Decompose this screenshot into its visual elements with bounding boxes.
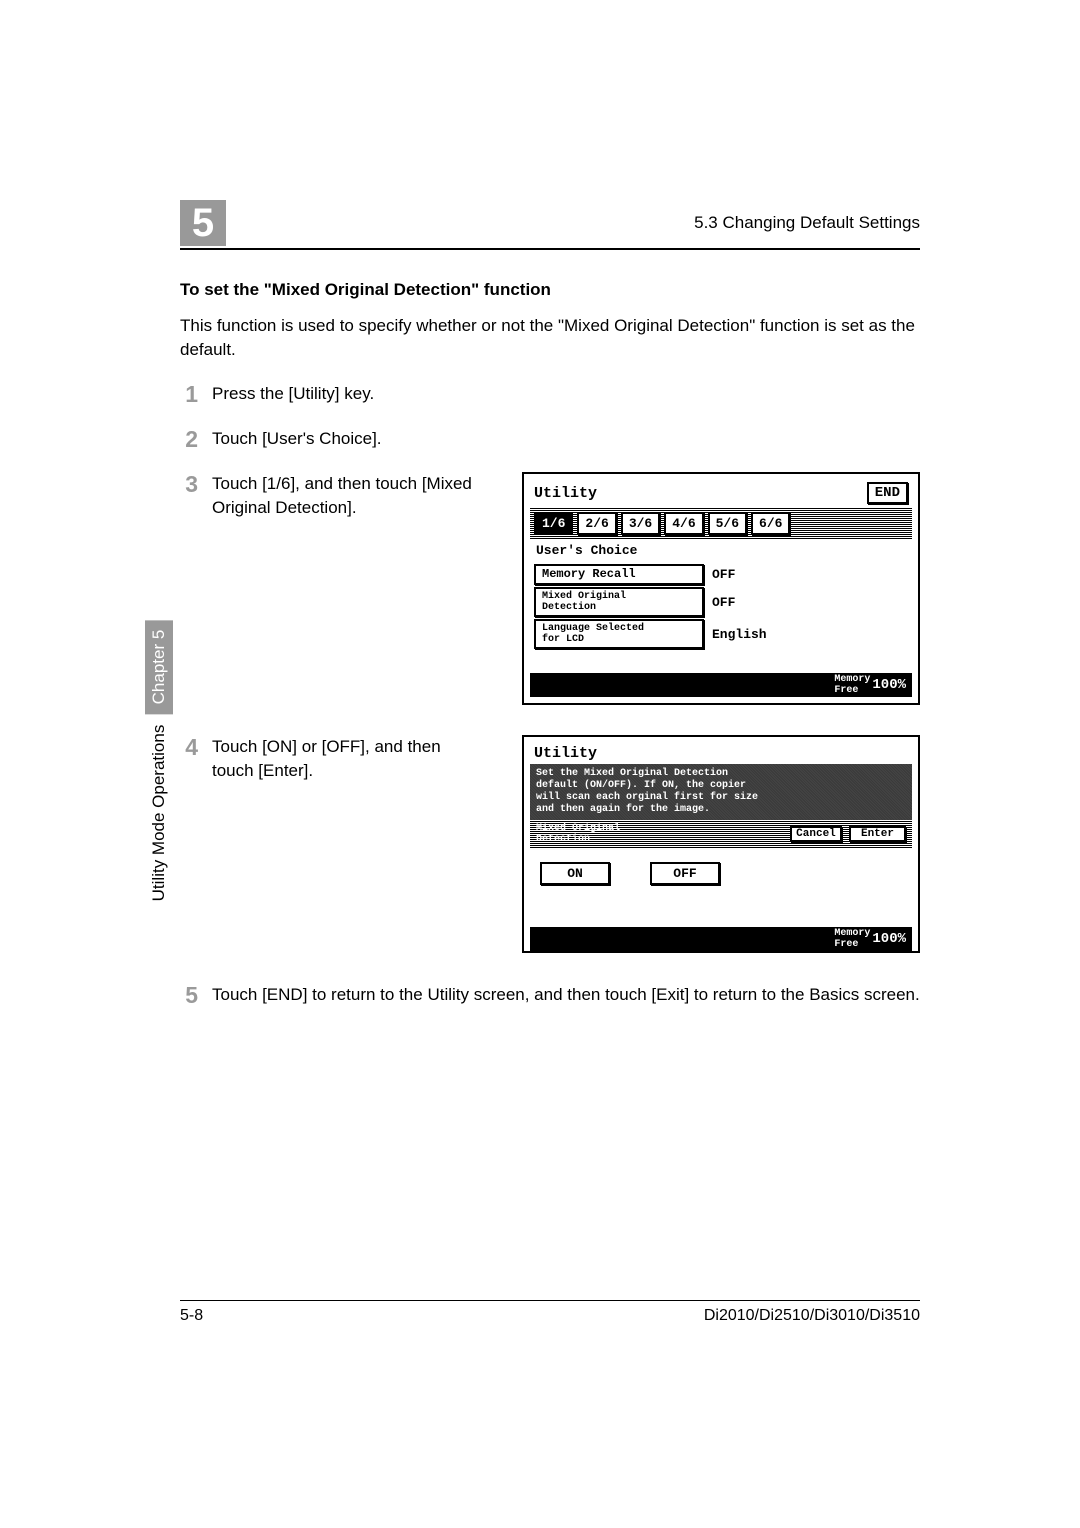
- lcd-action-bar: Mixed Original Detection Cancel Enter: [530, 820, 912, 848]
- step-2: 2 Touch [User's Choice].: [180, 427, 920, 452]
- tab-4-6[interactable]: 4/6: [664, 512, 703, 535]
- language-selected-value: English: [712, 627, 767, 642]
- page-header: 5 5.3 Changing Default Settings: [180, 200, 920, 250]
- end-button[interactable]: END: [867, 482, 908, 504]
- tab-5-6[interactable]: 5/6: [708, 512, 747, 535]
- memory-free-bar: Memory Free 100%: [530, 927, 912, 951]
- mixed-original-detection-value: OFF: [712, 595, 735, 610]
- sidebar-chapter-badge: Chapter 5: [145, 620, 173, 715]
- memory-recall-value: OFF: [712, 567, 735, 582]
- setting-row-mixed-original: Mixed Original Detection OFF: [534, 587, 908, 617]
- setting-row-language: Language Selected for LCD English: [534, 619, 908, 649]
- intro-text: This function is used to specify whether…: [180, 314, 920, 362]
- lcd-title: Utility: [534, 485, 597, 502]
- step-text: Touch [1/6], and then touch [Mixed Origi…: [212, 472, 472, 520]
- sidebar-section-name: Utility Mode Operations: [149, 725, 169, 902]
- lcd-subhead: User's Choice: [534, 539, 908, 562]
- chapter-number-badge: 5: [180, 200, 226, 246]
- footer-page-number: 5-8: [180, 1307, 203, 1325]
- lcd-screenshot-mixed-original-detection: Utility Set the Mixed Original Detection…: [522, 735, 920, 953]
- lcd-title: Utility: [534, 745, 597, 762]
- tab-1-6[interactable]: 1/6: [534, 512, 573, 535]
- step-1: 1 Press the [Utility] key.: [180, 382, 920, 407]
- enter-button[interactable]: Enter: [849, 826, 906, 842]
- step-4: 4 Touch [ON] or [OFF], and then touch [E…: [180, 735, 920, 953]
- step-number: 5: [180, 983, 198, 1008]
- page-footer: 5-8 Di2010/Di2510/Di3010/Di3510: [180, 1300, 920, 1325]
- tab-bar: 1/6 2/6 3/6 4/6 5/6 6/6: [530, 508, 912, 539]
- language-selected-button[interactable]: Language Selected for LCD: [534, 619, 704, 649]
- off-button[interactable]: OFF: [650, 862, 720, 885]
- memory-free-bar: Memory Free 100%: [530, 673, 912, 697]
- tab-3-6[interactable]: 3/6: [621, 512, 660, 535]
- lcd-screenshot-users-choice: Utility END 1/6 2/6 3/6 4/6 5/6 6/6 User…: [522, 472, 920, 705]
- on-button[interactable]: ON: [540, 862, 610, 885]
- section-label: Mixed Original Detection: [536, 823, 620, 845]
- memory-free-label: Memory Free: [834, 928, 870, 950]
- on-off-row: ON OFF: [530, 848, 912, 895]
- memory-recall-button[interactable]: Memory Recall: [534, 564, 704, 585]
- step-number: 4: [180, 735, 198, 760]
- running-head: 5.3 Changing Default Settings: [694, 213, 920, 233]
- step-text: Touch [END] to return to the Utility scr…: [212, 983, 920, 1007]
- tab-2-6[interactable]: 2/6: [577, 512, 616, 535]
- cancel-button[interactable]: Cancel: [790, 826, 842, 842]
- step-number: 1: [180, 382, 198, 407]
- section-heading: To set the "Mixed Original Detection" fu…: [180, 280, 920, 300]
- step-number: 2: [180, 427, 198, 452]
- memory-free-value: 100%: [872, 931, 906, 947]
- page-content: 5 5.3 Changing Default Settings To set t…: [180, 200, 920, 1009]
- footer-model-list: Di2010/Di2510/Di3010/Di3510: [704, 1307, 920, 1325]
- mixed-original-detection-button[interactable]: Mixed Original Detection: [534, 587, 704, 617]
- step-5: 5 Touch [END] to return to the Utility s…: [180, 983, 920, 1008]
- step-text: Touch [User's Choice].: [212, 427, 920, 451]
- setting-row-memory-recall: Memory Recall OFF: [534, 564, 908, 585]
- memory-free-label: Memory Free: [834, 674, 870, 696]
- sidebar-vertical-label: Utility Mode Operations Chapter 5: [145, 620, 173, 901]
- step-number: 3: [180, 472, 198, 497]
- step-text: Press the [Utility] key.: [212, 382, 920, 406]
- step-text: Touch [ON] or [OFF], and then touch [Ent…: [212, 735, 472, 783]
- memory-free-value: 100%: [872, 677, 906, 693]
- step-3: 3 Touch [1/6], and then touch [Mixed Ori…: [180, 472, 920, 705]
- lcd-description: Set the Mixed Original Detection default…: [530, 764, 912, 820]
- tab-6-6[interactable]: 6/6: [751, 512, 790, 535]
